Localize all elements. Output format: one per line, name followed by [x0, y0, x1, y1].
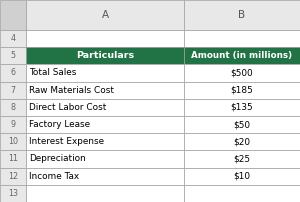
Text: Raw Materials Cost: Raw Materials Cost: [29, 86, 114, 95]
Bar: [26, 30, 184, 47]
Text: Income Tax: Income Tax: [29, 172, 80, 181]
Bar: [184, 64, 300, 82]
Text: 11: 11: [8, 155, 18, 163]
Bar: [0, 150, 26, 168]
Text: $20: $20: [233, 137, 250, 146]
Bar: [0, 30, 26, 47]
Bar: [184, 133, 300, 150]
Text: B: B: [238, 10, 245, 20]
Text: 9: 9: [11, 120, 16, 129]
Text: $135: $135: [231, 103, 253, 112]
Bar: [26, 150, 184, 168]
Bar: [184, 116, 300, 133]
Bar: [0, 168, 26, 185]
Bar: [184, 168, 300, 185]
Bar: [0, 99, 26, 116]
Text: $50: $50: [233, 120, 250, 129]
Bar: [0, 116, 26, 133]
Text: Total Sales: Total Sales: [29, 68, 77, 77]
Text: A: A: [102, 10, 109, 20]
Bar: [0, 0, 26, 30]
Text: Interest Expense: Interest Expense: [29, 137, 104, 146]
Bar: [184, 0, 300, 30]
Text: Particulars: Particulars: [76, 51, 134, 60]
Bar: [184, 150, 300, 168]
Bar: [0, 47, 26, 64]
Bar: [184, 99, 300, 116]
Bar: [26, 116, 184, 133]
Text: 8: 8: [11, 103, 16, 112]
Bar: [0, 82, 26, 99]
Text: $10: $10: [233, 172, 250, 181]
Bar: [184, 30, 300, 47]
Bar: [26, 47, 184, 64]
Text: Direct Labor Cost: Direct Labor Cost: [29, 103, 107, 112]
Text: 13: 13: [8, 189, 18, 198]
Text: 6: 6: [11, 68, 16, 77]
Text: 7: 7: [11, 86, 16, 95]
Text: 12: 12: [8, 172, 18, 181]
Bar: [0, 185, 26, 202]
Bar: [184, 185, 300, 202]
Bar: [26, 168, 184, 185]
Text: 10: 10: [8, 137, 18, 146]
Bar: [26, 99, 184, 116]
Text: $500: $500: [231, 68, 253, 77]
Text: 4: 4: [11, 34, 16, 43]
Bar: [26, 185, 184, 202]
Bar: [26, 0, 184, 30]
Text: Amount (in millions): Amount (in millions): [191, 51, 292, 60]
Text: 5: 5: [11, 51, 16, 60]
Bar: [26, 64, 184, 82]
Bar: [26, 82, 184, 99]
Bar: [0, 133, 26, 150]
Bar: [26, 133, 184, 150]
Text: $185: $185: [231, 86, 253, 95]
Text: Depreciation: Depreciation: [29, 155, 86, 163]
Bar: [184, 47, 300, 64]
Bar: [0, 64, 26, 82]
Text: $25: $25: [233, 155, 250, 163]
Bar: [184, 82, 300, 99]
Text: Factory Lease: Factory Lease: [29, 120, 91, 129]
